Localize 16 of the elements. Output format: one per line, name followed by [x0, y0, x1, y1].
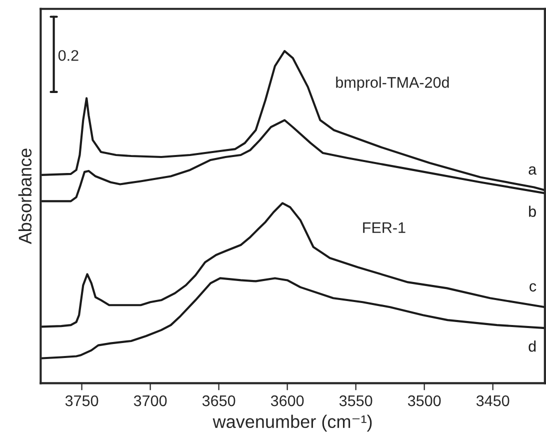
x-tick-label: 3750 — [65, 395, 98, 406]
x-tick-label: 3500 — [408, 395, 441, 406]
x-tick-label: 3600 — [270, 395, 304, 406]
x-tick-label: 3550 — [339, 395, 372, 406]
x-tick-label: 3450 — [476, 395, 510, 406]
series-label: c — [530, 283, 536, 292]
series-label: a — [528, 166, 537, 175]
annotation: FER-1 — [363, 222, 406, 233]
series-label: d — [528, 340, 536, 352]
x-tick-label: 3650 — [202, 395, 236, 406]
series-label: b — [529, 206, 536, 217]
annotation: 0.2 — [58, 50, 78, 61]
x-tick-label: 3700 — [134, 395, 167, 406]
annotation: bmprol-TMA-20d — [336, 76, 449, 91]
x-axis-title: wavenumber (cm⁻¹) — [212, 414, 372, 432]
y-axis-title: Absorbance — [18, 148, 32, 244]
